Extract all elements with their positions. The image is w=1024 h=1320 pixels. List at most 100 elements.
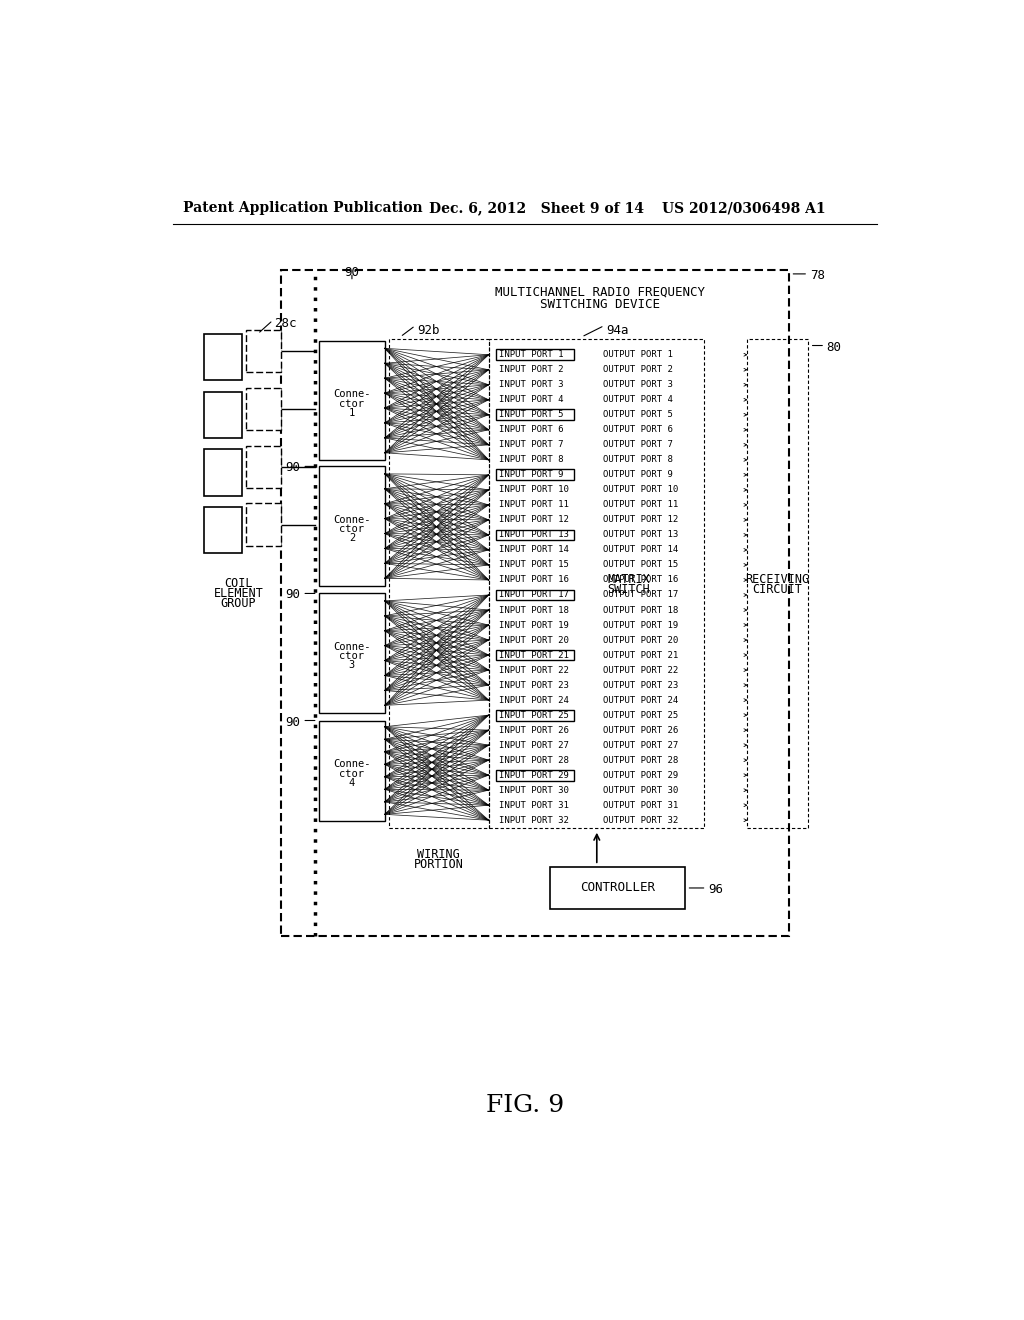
Text: OUTPUT PORT 20: OUTPUT PORT 20 bbox=[603, 635, 679, 644]
Text: INPUT PORT 5: INPUT PORT 5 bbox=[499, 411, 563, 420]
Text: GROUP: GROUP bbox=[220, 597, 256, 610]
Bar bbox=[319, 341, 385, 461]
Text: INPUT PORT 10: INPUT PORT 10 bbox=[499, 486, 568, 495]
Bar bbox=[496, 649, 574, 660]
Text: OUTPUT PORT 32: OUTPUT PORT 32 bbox=[603, 816, 679, 825]
Bar bbox=[496, 590, 574, 601]
Text: INPUT PORT 2: INPUT PORT 2 bbox=[499, 366, 563, 375]
Bar bbox=[246, 330, 281, 372]
Text: INPUT PORT 1: INPUT PORT 1 bbox=[499, 350, 563, 359]
Text: SWITCHING DEVICE: SWITCHING DEVICE bbox=[541, 298, 660, 310]
Bar bbox=[496, 350, 574, 360]
Text: Conne-: Conne- bbox=[333, 759, 371, 770]
Bar bbox=[319, 594, 385, 713]
Text: CONTROLLER: CONTROLLER bbox=[580, 880, 655, 894]
Text: US 2012/0306498 A1: US 2012/0306498 A1 bbox=[662, 202, 825, 215]
Text: OUTPUT PORT 27: OUTPUT PORT 27 bbox=[603, 741, 679, 750]
Text: INPUT PORT 17: INPUT PORT 17 bbox=[499, 590, 568, 599]
Text: OUTPUT PORT 22: OUTPUT PORT 22 bbox=[603, 665, 679, 675]
Text: OUTPUT PORT 2: OUTPUT PORT 2 bbox=[603, 366, 673, 375]
Text: OUTPUT PORT 8: OUTPUT PORT 8 bbox=[603, 455, 673, 465]
Text: INPUT PORT 12: INPUT PORT 12 bbox=[499, 515, 568, 524]
Text: INPUT PORT 29: INPUT PORT 29 bbox=[499, 771, 568, 780]
Text: 80: 80 bbox=[826, 341, 842, 354]
Text: 90: 90 bbox=[285, 462, 300, 474]
Text: INPUT PORT 19: INPUT PORT 19 bbox=[499, 620, 568, 630]
Text: OUTPUT PORT 5: OUTPUT PORT 5 bbox=[603, 411, 673, 420]
Bar bbox=[204, 334, 243, 380]
Text: INPUT PORT 6: INPUT PORT 6 bbox=[499, 425, 563, 434]
Text: OUTPUT PORT 7: OUTPUT PORT 7 bbox=[603, 441, 673, 449]
Text: OUTPUT PORT 30: OUTPUT PORT 30 bbox=[603, 785, 679, 795]
Text: 78: 78 bbox=[810, 268, 824, 281]
Text: 4: 4 bbox=[349, 777, 355, 788]
Text: 94a: 94a bbox=[606, 323, 629, 337]
Text: OUTPUT PORT 4: OUTPUT PORT 4 bbox=[603, 395, 673, 404]
Text: RECEIVING: RECEIVING bbox=[745, 573, 809, 586]
Text: OUTPUT PORT 13: OUTPUT PORT 13 bbox=[603, 531, 679, 540]
Text: OUTPUT PORT 9: OUTPUT PORT 9 bbox=[603, 470, 673, 479]
Text: OUTPUT PORT 17: OUTPUT PORT 17 bbox=[603, 590, 679, 599]
Text: 3: 3 bbox=[349, 660, 355, 671]
Text: OUTPUT PORT 14: OUTPUT PORT 14 bbox=[603, 545, 679, 554]
Text: Dec. 6, 2012   Sheet 9 of 14: Dec. 6, 2012 Sheet 9 of 14 bbox=[429, 202, 644, 215]
Text: Conne-: Conne- bbox=[333, 389, 371, 400]
Text: ctor: ctor bbox=[339, 768, 365, 779]
Text: OUTPUT PORT 18: OUTPUT PORT 18 bbox=[603, 606, 679, 615]
Bar bbox=[204, 507, 243, 553]
Text: Patent Application Publication: Patent Application Publication bbox=[183, 202, 423, 215]
Text: INPUT PORT 15: INPUT PORT 15 bbox=[499, 561, 568, 569]
Text: MATRIX: MATRIX bbox=[607, 573, 650, 586]
Text: CIRCUIT: CIRCUIT bbox=[753, 582, 802, 595]
Bar bbox=[496, 770, 574, 780]
Text: INPUT PORT 8: INPUT PORT 8 bbox=[499, 455, 563, 465]
Text: ELEMENT: ELEMENT bbox=[213, 586, 263, 599]
Text: Conne-: Conne- bbox=[333, 642, 371, 652]
Text: ctor: ctor bbox=[339, 651, 365, 661]
Text: INPUT PORT 30: INPUT PORT 30 bbox=[499, 785, 568, 795]
Text: INPUT PORT 26: INPUT PORT 26 bbox=[499, 726, 568, 735]
Text: OUTPUT PORT 23: OUTPUT PORT 23 bbox=[603, 681, 679, 689]
Text: OUTPUT PORT 6: OUTPUT PORT 6 bbox=[603, 425, 673, 434]
Text: OUTPUT PORT 3: OUTPUT PORT 3 bbox=[603, 380, 673, 389]
Bar bbox=[281, 271, 788, 936]
Text: INPUT PORT 13: INPUT PORT 13 bbox=[499, 531, 568, 540]
Text: ctor: ctor bbox=[339, 399, 365, 409]
Text: INPUT PORT 11: INPUT PORT 11 bbox=[499, 500, 568, 510]
Text: OUTPUT PORT 21: OUTPUT PORT 21 bbox=[603, 651, 679, 660]
Text: INPUT PORT 23: INPUT PORT 23 bbox=[499, 681, 568, 689]
Text: INPUT PORT 27: INPUT PORT 27 bbox=[499, 741, 568, 750]
Bar bbox=[550, 867, 685, 909]
Text: SWITCH: SWITCH bbox=[607, 582, 650, 595]
Text: 28c: 28c bbox=[274, 317, 297, 330]
Bar bbox=[246, 388, 281, 430]
Text: 90: 90 bbox=[285, 715, 300, 729]
Text: OUTPUT PORT 16: OUTPUT PORT 16 bbox=[603, 576, 679, 585]
Text: OUTPUT PORT 1: OUTPUT PORT 1 bbox=[603, 350, 673, 359]
Bar bbox=[496, 470, 574, 480]
Text: Conne-: Conne- bbox=[333, 515, 371, 525]
Text: INPUT PORT 20: INPUT PORT 20 bbox=[499, 635, 568, 644]
Text: 92b: 92b bbox=[417, 323, 439, 337]
Bar bbox=[388, 339, 488, 829]
Text: 2: 2 bbox=[349, 533, 355, 544]
Bar bbox=[496, 710, 574, 721]
Text: INPUT PORT 9: INPUT PORT 9 bbox=[499, 470, 563, 479]
Text: OUTPUT PORT 24: OUTPUT PORT 24 bbox=[603, 696, 679, 705]
Text: INPUT PORT 32: INPUT PORT 32 bbox=[499, 816, 568, 825]
Text: INPUT PORT 31: INPUT PORT 31 bbox=[499, 801, 568, 809]
Text: INPUT PORT 18: INPUT PORT 18 bbox=[499, 606, 568, 615]
Text: INPUT PORT 14: INPUT PORT 14 bbox=[499, 545, 568, 554]
Bar bbox=[246, 446, 281, 488]
Text: OUTPUT PORT 12: OUTPUT PORT 12 bbox=[603, 515, 679, 524]
Bar bbox=[319, 466, 385, 586]
Text: INPUT PORT 21: INPUT PORT 21 bbox=[499, 651, 568, 660]
Text: OUTPUT PORT 15: OUTPUT PORT 15 bbox=[603, 561, 679, 569]
Bar bbox=[489, 339, 705, 829]
Bar bbox=[496, 529, 574, 540]
Text: 96: 96 bbox=[708, 883, 723, 896]
Text: OUTPUT PORT 31: OUTPUT PORT 31 bbox=[603, 801, 679, 809]
Text: OUTPUT PORT 10: OUTPUT PORT 10 bbox=[603, 486, 679, 495]
Text: COIL: COIL bbox=[224, 577, 253, 590]
Text: INPUT PORT 7: INPUT PORT 7 bbox=[499, 441, 563, 449]
